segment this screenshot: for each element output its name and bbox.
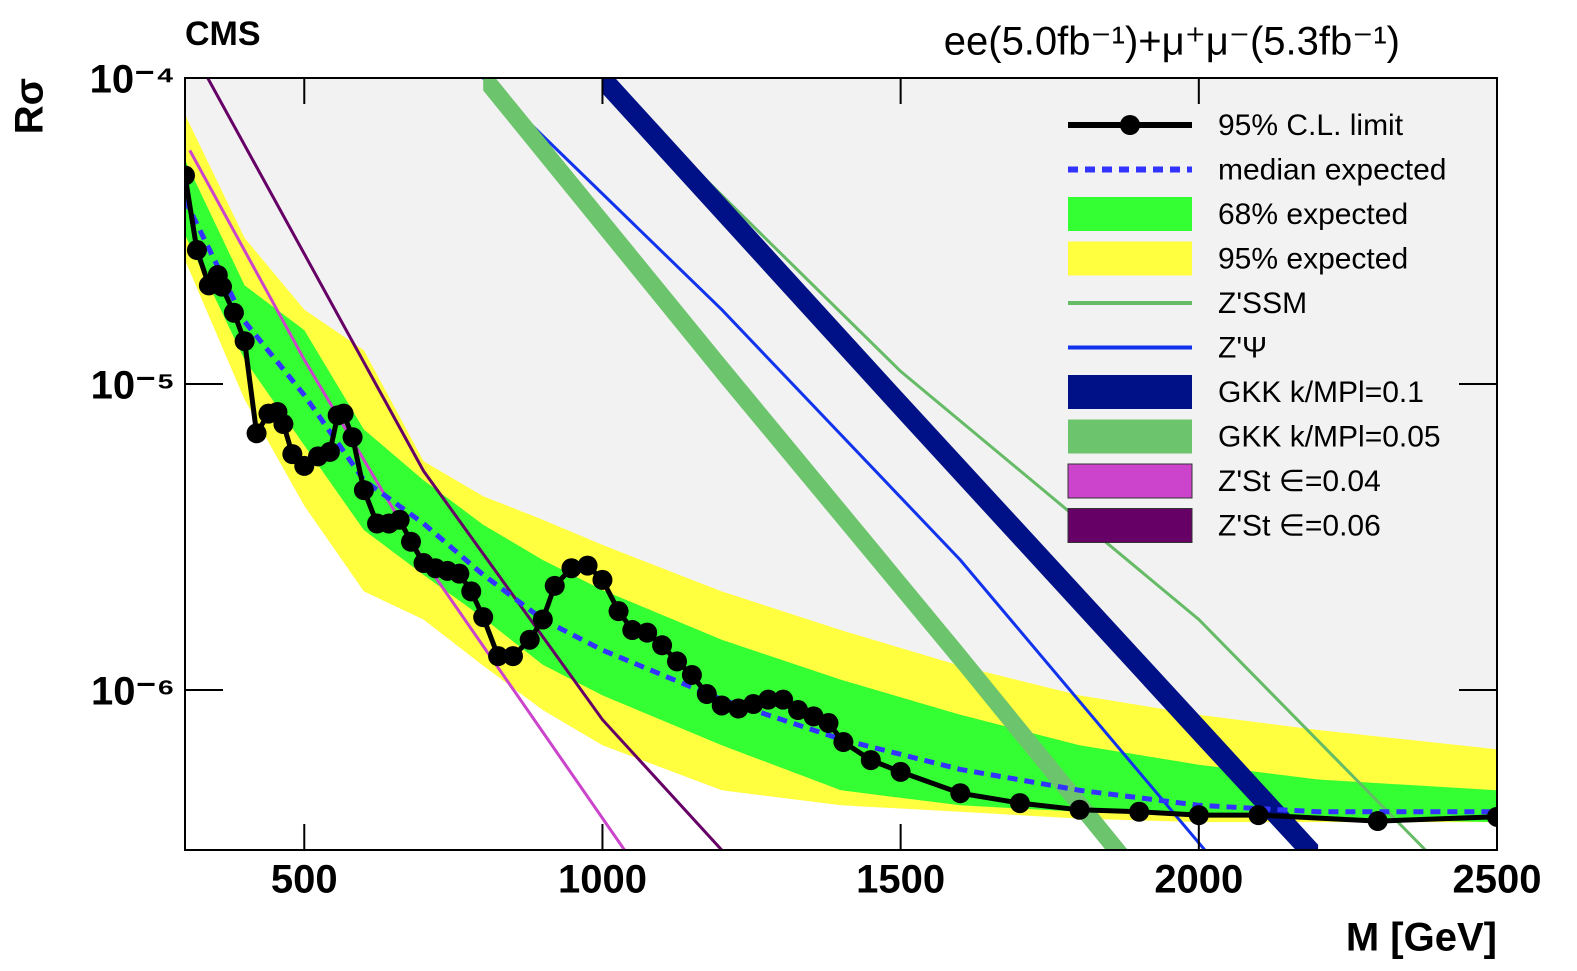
x-tick-label: 2500 — [1453, 858, 1542, 902]
legend-item: GKK k/MPl=0.1 — [1068, 375, 1424, 409]
legend-item: Z'St ∈=0.04 — [1067, 463, 1381, 499]
limit-point — [758, 689, 779, 710]
legend-label: Z'SSM — [1218, 287, 1307, 320]
limit-point — [211, 276, 232, 297]
limit-point — [401, 531, 422, 552]
limit-point — [333, 403, 354, 424]
limit-point — [608, 601, 629, 622]
legend-swatch — [1068, 375, 1192, 409]
legend-swatch — [1068, 241, 1192, 276]
band — [483, 78, 1128, 850]
limit-point — [773, 689, 794, 710]
legend-label: GKK k/MPl=0.1 — [1218, 376, 1424, 409]
limit-point — [1487, 806, 1497, 827]
limit-point — [186, 240, 207, 261]
legend-swatch — [1068, 197, 1192, 231]
x-tick-label: 2000 — [1154, 858, 1243, 902]
limit-point — [488, 646, 509, 667]
legend-item: 68% expected — [1068, 197, 1408, 231]
legend-label: GKK k/MPl=0.05 — [1218, 420, 1441, 453]
legend-item: Z'SSM — [1068, 287, 1307, 320]
y-tick-label: 10⁻⁶ — [91, 670, 175, 714]
legend-label: Z'St ∈=0.04 — [1218, 465, 1381, 498]
limit-point — [473, 607, 494, 628]
band — [185, 114, 1497, 823]
limit-point — [577, 555, 598, 576]
limit-point — [461, 581, 482, 602]
legend-item: Z'Ψ — [1068, 331, 1267, 364]
y-axis-label: Rσ — [8, 78, 52, 134]
legend-swatch — [1067, 463, 1193, 499]
legend-item: median expected — [1068, 153, 1447, 186]
x-tick-label: 1000 — [558, 858, 647, 902]
limit-point — [667, 651, 687, 672]
theory-line — [482, 78, 1206, 850]
limit-point — [950, 783, 971, 804]
band — [602, 78, 1319, 850]
limit-point — [1367, 811, 1388, 832]
limit-point — [519, 629, 540, 650]
limit-point — [342, 427, 363, 448]
y-tick-label: 10⁻⁴ — [90, 58, 175, 102]
limit-point — [592, 569, 613, 590]
limit-point — [234, 331, 255, 352]
legend-marker — [1120, 115, 1140, 135]
limit-point — [246, 423, 267, 444]
limit-point — [561, 558, 582, 579]
limit-point — [890, 761, 911, 782]
limit-point — [833, 732, 854, 753]
band — [185, 159, 1497, 823]
limit-point — [532, 609, 553, 630]
limit-point — [503, 646, 523, 667]
legend-item: GKK k/MPl=0.05 — [1068, 419, 1441, 454]
limit-point — [389, 509, 410, 530]
legend-item: Z'St ∈=0.06 — [1067, 508, 1381, 543]
theory-line — [206, 78, 723, 850]
limit-point — [711, 695, 732, 716]
legend-label: 95% C.L. limit — [1218, 109, 1404, 142]
limit-point — [860, 750, 881, 771]
limit-point — [622, 620, 643, 641]
limit-point — [1188, 805, 1209, 826]
limit-point — [449, 563, 470, 584]
theory-line — [601, 78, 1427, 850]
theory-line — [188, 149, 626, 850]
limit-point — [1248, 805, 1269, 826]
limit-point — [818, 713, 839, 734]
limit-point — [1069, 799, 1090, 820]
legend-swatch — [1067, 508, 1193, 543]
limit-point — [223, 302, 244, 323]
limit-point — [1129, 801, 1150, 822]
legend-label: Z'St ∈=0.06 — [1218, 509, 1381, 542]
legend-label: median expected — [1218, 153, 1447, 186]
legend-label: 95% expected — [1218, 242, 1408, 275]
legend-item: 95% C.L. limit — [1068, 109, 1404, 142]
x-axis-label: M [GeV] — [1346, 916, 1497, 960]
limit-point — [273, 414, 294, 435]
limit-point — [652, 635, 673, 656]
limit-point — [319, 441, 340, 462]
limit-point — [788, 700, 809, 721]
limit-point — [185, 165, 195, 186]
limit-point — [544, 575, 565, 596]
chart-title: CMS — [185, 15, 261, 53]
limit-point — [803, 706, 824, 727]
legend-label: Z'Ψ — [1218, 331, 1267, 364]
x-tick-label: 500 — [271, 858, 338, 902]
x-tick-label: 1500 — [856, 858, 945, 902]
expected-line — [185, 198, 1497, 815]
limit-point — [681, 664, 702, 685]
limit-point — [1009, 793, 1030, 814]
legend-item: 95% expected — [1068, 241, 1408, 276]
legend-label: 68% expected — [1218, 198, 1408, 231]
chart-subtitle: ee(5.0fb⁻¹)+μ⁺μ⁻(5.3fb⁻¹) — [944, 20, 1400, 64]
limit-point — [353, 480, 374, 501]
plot-frame — [184, 77, 1498, 851]
limit-point — [696, 684, 717, 705]
limit-point — [637, 622, 658, 643]
legend-swatch — [1068, 419, 1192, 454]
y-tick-label: 10⁻⁵ — [91, 364, 175, 408]
